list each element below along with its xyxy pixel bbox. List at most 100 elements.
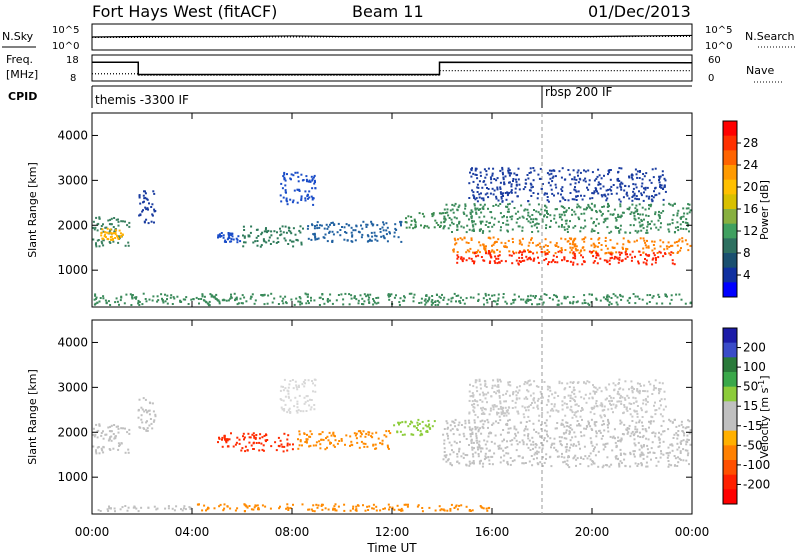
velocity-cell [364, 435, 367, 438]
power-cell [437, 303, 440, 306]
power-cell [555, 242, 558, 245]
velocity-cell [617, 436, 620, 439]
power-cell [515, 180, 518, 183]
velocity-cell [312, 504, 315, 507]
power-cell [617, 227, 619, 229]
velocity-cell [499, 405, 502, 408]
velocity-cell [388, 506, 391, 509]
velocity-cell [624, 380, 627, 383]
velocity-cell [508, 381, 511, 383]
velocity-cell [478, 378, 481, 381]
velocity-cell [522, 413, 525, 416]
velocity-cell [350, 440, 353, 443]
power-cell [282, 175, 285, 178]
power-cell [114, 228, 117, 231]
power-cell [438, 301, 441, 304]
velocity-cell [676, 442, 679, 445]
power-cell [632, 224, 635, 227]
power-cell [596, 245, 599, 248]
power-cell [518, 216, 521, 219]
power-cell [476, 207, 479, 210]
velocity-cell [646, 444, 649, 447]
power-cell [533, 209, 535, 211]
velocity-cell [500, 407, 503, 410]
velocity-cell [572, 443, 575, 446]
velocity-cell [675, 432, 678, 435]
velocity-cell [480, 459, 482, 462]
power-cell [592, 242, 595, 245]
velocity-cell [614, 441, 617, 444]
power-cell [452, 248, 455, 251]
velocity-cell [449, 462, 452, 465]
power-cell [327, 300, 329, 303]
velocity-cell [299, 440, 302, 443]
power-cell [489, 260, 492, 263]
velocity-cell [638, 448, 641, 451]
velocity-cell [363, 445, 366, 448]
velocity-cell [584, 455, 587, 458]
velocity-cell [514, 406, 517, 409]
power-cell [109, 304, 112, 306]
power-cell [615, 226, 618, 229]
velocity-cell [583, 381, 585, 384]
power-colorbar-tick-label: 4 [743, 268, 751, 282]
power-cell [374, 234, 377, 237]
velocity-cell [100, 434, 103, 437]
velocity-cell [490, 395, 493, 398]
power-cell [484, 248, 487, 251]
power-cell [475, 212, 478, 215]
power-cell [573, 210, 576, 213]
power-cell [551, 192, 554, 195]
velocity-cell [580, 396, 583, 399]
power-cell [300, 243, 303, 246]
power-cell [483, 247, 486, 250]
velocity-cell [137, 510, 140, 513]
power-cell [128, 225, 131, 228]
power-cell [507, 208, 510, 211]
power-cell [476, 191, 479, 193]
velocity-cell [228, 438, 231, 441]
power-cell [576, 195, 579, 197]
velocity-cell [353, 432, 356, 435]
velocity-cell [600, 416, 603, 419]
power-cell [350, 294, 353, 297]
velocity-cell [362, 504, 364, 507]
power-cell [544, 253, 547, 256]
power-cell [644, 208, 647, 211]
power-cell [678, 238, 681, 241]
power-cell [485, 251, 487, 253]
power-cell [170, 294, 173, 297]
velocity-cell [243, 510, 246, 513]
velocity-cell [250, 444, 253, 447]
velocity-cell [499, 400, 502, 403]
velocity-cell [568, 386, 571, 388]
velocity-cell [95, 423, 98, 426]
velocity-cell [287, 509, 290, 511]
velocity-cell [117, 425, 119, 428]
power-cell [282, 231, 285, 234]
velocity-cell [95, 450, 97, 453]
power-cell [313, 179, 316, 182]
power-cell [150, 220, 153, 223]
velocity-cell [309, 430, 312, 433]
power-cell [337, 222, 340, 225]
velocity-cell [515, 390, 518, 393]
power-cell [161, 297, 163, 300]
velocity-cell [480, 450, 482, 453]
power-cell [560, 205, 563, 208]
power-cell [604, 217, 607, 220]
velocity-cell [493, 452, 496, 455]
power-cell [285, 231, 288, 234]
velocity-cell [472, 394, 475, 397]
velocity-cell [688, 432, 691, 435]
velocity-cell [325, 437, 327, 440]
power-cell [471, 210, 474, 213]
power-cell [484, 247, 487, 250]
velocity-cell [652, 388, 655, 391]
velocity-cell [604, 445, 607, 448]
power-cell [502, 176, 505, 179]
power-cell [608, 303, 611, 306]
velocity-cell [480, 407, 482, 410]
power-cell [644, 241, 647, 244]
power-cell [519, 250, 522, 253]
